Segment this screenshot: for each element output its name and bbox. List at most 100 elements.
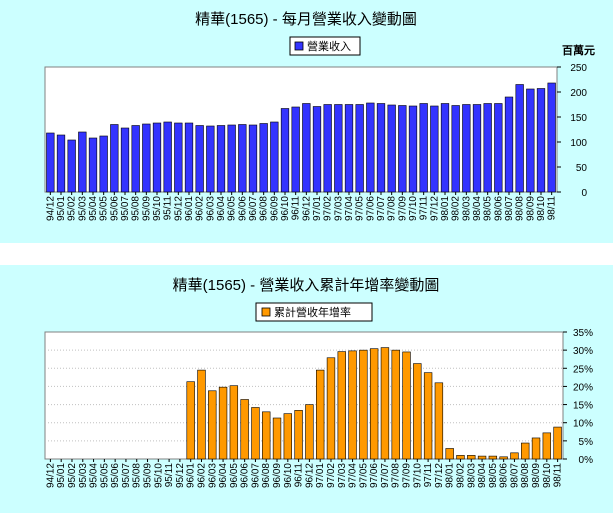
- x-tick-label: 98/01: [445, 463, 456, 488]
- x-tick-label: 96/12: [304, 463, 315, 488]
- y-tick-label: 250: [570, 63, 587, 74]
- plot-area: [44, 331, 564, 460]
- x-tick-label: 98/02: [455, 463, 466, 488]
- bar: [423, 372, 433, 460]
- x-tick-label: 97/09: [402, 463, 413, 488]
- bar: [323, 104, 332, 193]
- bar: [542, 432, 551, 460]
- x-tick-label: 97/09: [397, 196, 408, 221]
- x-tick-label: 96/08: [259, 196, 270, 221]
- y-tick-label: 10%: [573, 419, 593, 430]
- x-tick-label: 97/08: [387, 196, 398, 221]
- bar: [195, 125, 204, 193]
- x-tick-label: 98/01: [440, 196, 451, 221]
- x-tick-label: 98/10: [542, 463, 553, 488]
- x-tick-label: 97/05: [355, 196, 366, 221]
- x-tick-label: 98/04: [477, 463, 488, 488]
- x-tick-label: 98/05: [488, 463, 499, 488]
- x-tick-label: 95/06: [109, 196, 120, 221]
- bar: [499, 456, 508, 460]
- growth-chart: 精華(1565) - 營業收入累計年增率變動圖 累計營收年增率 0% 5% 10% 1…: [44, 277, 593, 488]
- x-tick-label: 95/09: [141, 196, 152, 221]
- x-tick-label: 95/08: [131, 196, 142, 221]
- legend-label: 營業收入: [307, 39, 351, 53]
- bar: [240, 399, 249, 460]
- x-tick-label: 96/05: [229, 463, 240, 488]
- bar: [227, 124, 236, 193]
- bar: [56, 134, 66, 193]
- y-tick-label: 20%: [573, 382, 593, 393]
- bar: [326, 357, 336, 460]
- bar: [302, 103, 311, 193]
- x-tick-label: 97/02: [323, 196, 334, 221]
- legend-label: 累計營收年增率: [274, 305, 351, 319]
- x-tick-label: 96/06: [240, 463, 251, 488]
- bar: [380, 347, 390, 460]
- bar: [291, 106, 300, 193]
- bar: [78, 131, 87, 193]
- x-tick-label: 95/11: [163, 196, 174, 221]
- x-tick-label: 97/11: [419, 196, 430, 221]
- bar: [251, 407, 260, 460]
- x-tick-label: 98/09: [525, 196, 536, 221]
- bar: [408, 105, 418, 193]
- x-tick-label: 97/07: [380, 463, 391, 488]
- bar: [451, 105, 460, 193]
- x-tick-label: 95/02: [67, 196, 78, 221]
- x-tick-label: 98/04: [472, 196, 483, 221]
- x-tick-label: 96/09: [272, 463, 283, 488]
- bar: [467, 455, 476, 460]
- bar: [526, 88, 535, 193]
- x-axis-ticks: 94/12 95/01 95/02 95/03 95/04 95/05 95/06 95/07…: [45, 459, 564, 488]
- bar: [208, 390, 217, 460]
- bar: [163, 121, 172, 193]
- bar: [259, 123, 268, 193]
- bar: [477, 455, 487, 460]
- x-tick-label: 95/04: [89, 463, 100, 488]
- x-tick-label: 95/10: [152, 196, 163, 221]
- x-tick-label: 97/12: [434, 463, 445, 488]
- bar: [456, 455, 465, 460]
- x-tick-label: 98/06: [499, 463, 510, 488]
- y-tick-label: 50: [576, 163, 588, 174]
- x-tick-label: 95/07: [121, 463, 132, 488]
- growth-chart-panel: 精華(1565) - 營業收入累計年增率變動圖 累計營收年增率 0% 5% 10% 1…: [0, 265, 613, 513]
- x-tick-label: 95/12: [173, 196, 184, 221]
- bar: [272, 417, 282, 460]
- x-tick-label: 94/12: [45, 196, 56, 221]
- bar: [355, 104, 364, 193]
- x-tick-label: 97/07: [376, 196, 387, 221]
- bar: [398, 105, 407, 193]
- bar: [521, 442, 530, 460]
- x-tick-label: 95/07: [120, 196, 131, 221]
- bar: [174, 122, 183, 193]
- x-tick-label: 98/02: [451, 196, 462, 221]
- bar: [46, 132, 55, 193]
- x-tick-label: 98/07: [504, 196, 515, 221]
- x-tick-label: 95/09: [143, 463, 154, 488]
- x-tick-label: 97/11: [423, 463, 434, 488]
- x-tick-label: 95/02: [67, 463, 78, 488]
- revenue-chart-panel: 精華(1565) - 每月營業收入變動圖 營業收入 百萬元 0 50 100 150 2…: [0, 0, 613, 243]
- bar: [488, 455, 498, 460]
- x-tick-label: 98/06: [493, 196, 504, 221]
- x-tick-label: 98/11: [553, 463, 564, 488]
- x-tick-label: 97/08: [391, 463, 402, 488]
- y-tick-label: 30%: [573, 346, 593, 357]
- bar: [270, 121, 279, 193]
- y-tick-label: 25%: [573, 364, 593, 375]
- y-tick-label: 150: [570, 113, 587, 124]
- x-tick-label: 98/08: [515, 196, 526, 221]
- bar: [110, 124, 119, 193]
- bar: [152, 122, 162, 193]
- x-tick-label: 96/07: [250, 463, 261, 488]
- y-axis-ticks: 0 50 100 150 200 250: [557, 63, 587, 199]
- x-tick-label: 94/12: [45, 463, 56, 488]
- bar: [494, 103, 503, 193]
- bar: [510, 452, 519, 460]
- x-tick-label: 96/03: [207, 463, 218, 488]
- x-tick-label: 96/12: [301, 196, 312, 221]
- bar: [216, 125, 226, 193]
- bar: [413, 363, 422, 460]
- x-tick-label: 98/05: [483, 196, 494, 221]
